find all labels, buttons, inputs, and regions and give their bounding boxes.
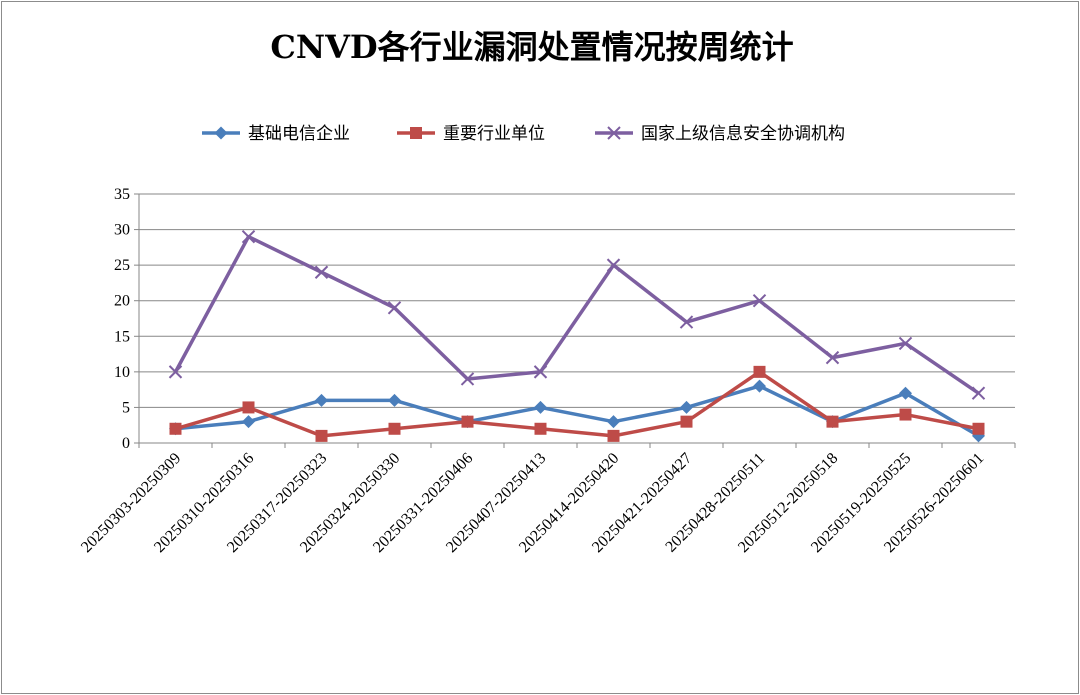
data-point (168, 365, 183, 379)
data-point (388, 422, 401, 435)
data-point (753, 379, 766, 393)
y-tick-label: 10 (114, 364, 130, 381)
data-point (753, 365, 766, 378)
data-point (242, 401, 255, 414)
legend-label: 基础电信企业 (248, 124, 350, 144)
data-point (169, 422, 182, 435)
y-tick-label: 0 (122, 435, 130, 452)
legend-swatch-marker (607, 126, 621, 140)
y-tick-label: 20 (114, 293, 130, 310)
legend-item-1: 重要行业单位 (397, 124, 545, 144)
y-tick-label: 5 (122, 399, 130, 416)
data-point (241, 229, 256, 244)
data-point (899, 386, 912, 400)
legend-label: 重要行业单位 (443, 124, 545, 144)
data-point (680, 415, 693, 428)
chart-title: CNVD各行业漏洞处置情况按周统计 (270, 28, 793, 66)
data-point (388, 393, 401, 407)
data-point (315, 429, 328, 442)
y-tick-label: 30 (114, 222, 130, 239)
legend-item-0: 基础电信企业 (202, 124, 350, 144)
data-point (534, 400, 547, 414)
data-point (461, 415, 474, 428)
data-point (971, 386, 986, 400)
data-point (314, 265, 329, 279)
y-tick-label: 35 (114, 186, 130, 203)
series-line (175, 370, 979, 438)
data-point (679, 315, 694, 329)
data-point (899, 408, 912, 421)
data-point (607, 429, 620, 442)
data-point (534, 422, 547, 435)
data-point (752, 294, 767, 308)
series-line (175, 384, 980, 438)
legend-swatch-marker (410, 127, 422, 139)
data-point (387, 301, 402, 315)
series-lines (168, 229, 986, 443)
data-point (315, 393, 328, 407)
series-line (173, 234, 980, 395)
data-point (533, 365, 548, 379)
legend: 基础电信企业 重要行业单位 国家上级信息安全协调机构 (202, 124, 845, 144)
data-point (826, 415, 839, 428)
y-tick-label: 15 (114, 328, 130, 345)
legend-item-2: 国家上级信息安全协调机构 (595, 124, 845, 144)
series-1 (169, 365, 985, 442)
data-point (898, 336, 913, 351)
data-point (972, 422, 985, 435)
data-point (607, 415, 620, 429)
data-point (680, 400, 693, 414)
legend-label: 国家上级信息安全协调机构 (641, 124, 845, 144)
data-point (460, 372, 475, 386)
x-axis-ticks: 20250303-2025030920250310-20250316202503… (78, 443, 1016, 556)
data-point (242, 415, 255, 429)
data-point (606, 258, 621, 272)
legend-swatch-marker (214, 126, 228, 140)
data-point (825, 350, 840, 365)
series-2 (168, 229, 986, 400)
y-tick-label: 25 (114, 257, 130, 274)
y-axis-ticks: 0 5 10 15 20 25 30 35 (114, 186, 139, 452)
